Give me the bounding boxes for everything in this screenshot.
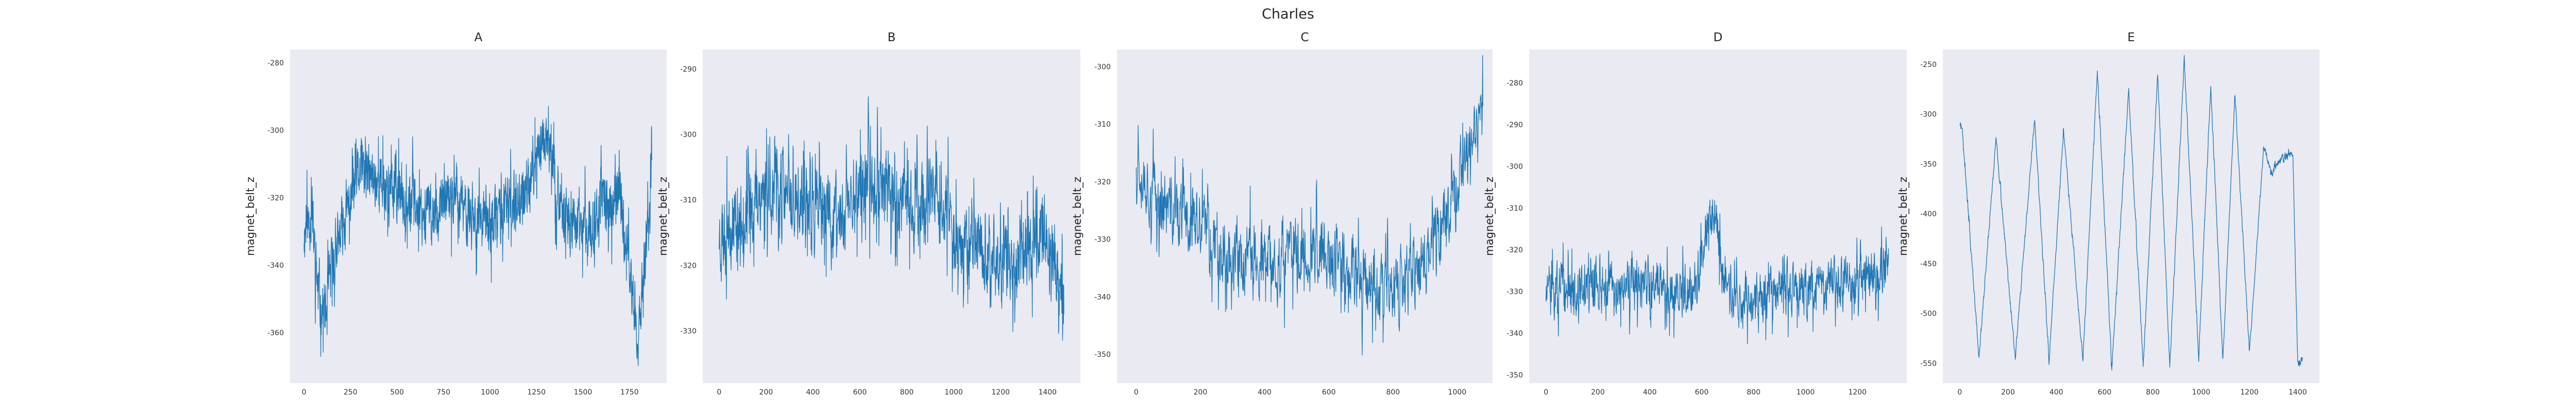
y-tick-label: -300 [680, 131, 697, 139]
x-tick-label: 1750 [620, 388, 639, 397]
y-tick-label: -330 [680, 327, 697, 335]
x-tick-label: 250 [344, 388, 358, 397]
y-tick-label: -310 [680, 196, 697, 204]
x-tick-label: 800 [2146, 388, 2160, 397]
y-tick-label: -400 [1920, 210, 1937, 218]
x-tick-label: 1400 [2289, 388, 2307, 397]
y-tick-label: -280 [1506, 79, 1523, 88]
y-axis-label: magnet_belt_z [1483, 177, 1496, 255]
subplot-title: A [474, 31, 483, 44]
plot-area [1529, 49, 1907, 383]
subplot-title: E [2127, 31, 2135, 44]
x-tick-label: 1000 [2192, 388, 2211, 397]
x-tick-label: 800 [900, 388, 914, 397]
x-tick-label: 0 [1134, 388, 1139, 397]
x-tick-label: 800 [1747, 388, 1760, 397]
y-tick-label: -300 [1506, 163, 1523, 171]
x-tick-label: 600 [853, 388, 867, 397]
x-tick-label: 400 [806, 388, 820, 397]
x-tick-label: 200 [1194, 388, 1208, 397]
y-tick-label: -300 [267, 127, 284, 135]
y-tick-label: -350 [1506, 371, 1523, 380]
y-tick-label: -320 [267, 194, 284, 202]
y-tick-label: -290 [680, 65, 697, 74]
x-tick-label: 1250 [527, 388, 546, 397]
y-tick-label: -290 [1506, 121, 1523, 129]
subplot-title: C [1300, 31, 1309, 44]
x-tick-label: 800 [1386, 388, 1400, 397]
y-tick-label: -280 [267, 59, 284, 67]
y-tick-label: -250 [1920, 61, 1937, 69]
y-axis-label: magnet_belt_z [244, 177, 257, 255]
x-tick-label: 600 [1322, 388, 1336, 397]
plot-area [1117, 49, 1493, 383]
x-tick-label: 1400 [1038, 388, 1057, 397]
y-tick-label: -350 [1920, 160, 1937, 168]
series-line [303, 106, 652, 366]
y-tick-label: -450 [1920, 260, 1937, 268]
y-tick-label: -330 [1506, 288, 1523, 296]
y-tick-label: -320 [1094, 178, 1111, 186]
x-tick-label: 0 [1957, 388, 1962, 397]
figure-title: Charles [1262, 6, 1314, 22]
x-tick-label: 1000 [1797, 388, 1815, 397]
y-tick-label: -320 [1506, 246, 1523, 254]
series-line [719, 96, 1064, 341]
plot-area [1943, 49, 2319, 383]
y-tick-label: -340 [1506, 330, 1523, 338]
x-tick-label: 400 [1643, 388, 1657, 397]
y-tick-label: -340 [1094, 293, 1111, 301]
y-tick-label: -310 [1506, 204, 1523, 213]
y-axis-label: magnet_belt_z [1071, 177, 1084, 255]
series-line [1959, 55, 2303, 371]
x-tick-label: 600 [1695, 388, 1709, 397]
x-tick-label: 0 [302, 388, 307, 397]
x-tick-label: 0 [717, 388, 721, 397]
x-tick-label: 1000 [1448, 388, 1467, 397]
x-tick-label: 1000 [481, 388, 499, 397]
x-tick-label: 200 [1591, 388, 1605, 397]
x-tick-label: 1200 [2240, 388, 2259, 397]
x-tick-label: 1200 [1848, 388, 1867, 397]
y-tick-label: -350 [1094, 351, 1111, 359]
x-tick-label: 600 [2098, 388, 2112, 397]
subplot-title: D [1714, 31, 1723, 44]
x-tick-label: 400 [2049, 388, 2063, 397]
y-tick-label: -300 [1920, 111, 1937, 119]
y-tick-label: -360 [267, 329, 284, 337]
x-tick-label: 1000 [944, 388, 963, 397]
y-tick-label: -300 [1094, 63, 1111, 72]
series-line [1136, 55, 1483, 356]
y-tick-label: -330 [1094, 236, 1111, 244]
x-tick-label: 1500 [574, 388, 592, 397]
y-tick-label: -340 [267, 262, 284, 270]
x-tick-label: 1200 [991, 388, 1010, 397]
y-axis-label: magnet_belt_z [657, 177, 670, 255]
y-tick-label: -320 [680, 262, 697, 270]
y-tick-label: -500 [1920, 310, 1937, 318]
x-tick-label: 0 [1544, 388, 1548, 397]
series-line [1546, 199, 1889, 345]
subplot-title: B [888, 31, 896, 44]
x-tick-label: 200 [759, 388, 773, 397]
x-tick-label: 200 [2001, 388, 2015, 397]
y-axis-label: magnet_belt_z [1897, 177, 1910, 255]
x-tick-label: 500 [390, 388, 404, 397]
y-tick-label: -310 [1094, 121, 1111, 129]
x-tick-label: 400 [1258, 388, 1272, 397]
x-tick-label: 750 [436, 388, 450, 397]
y-tick-label: -550 [1920, 359, 1937, 368]
